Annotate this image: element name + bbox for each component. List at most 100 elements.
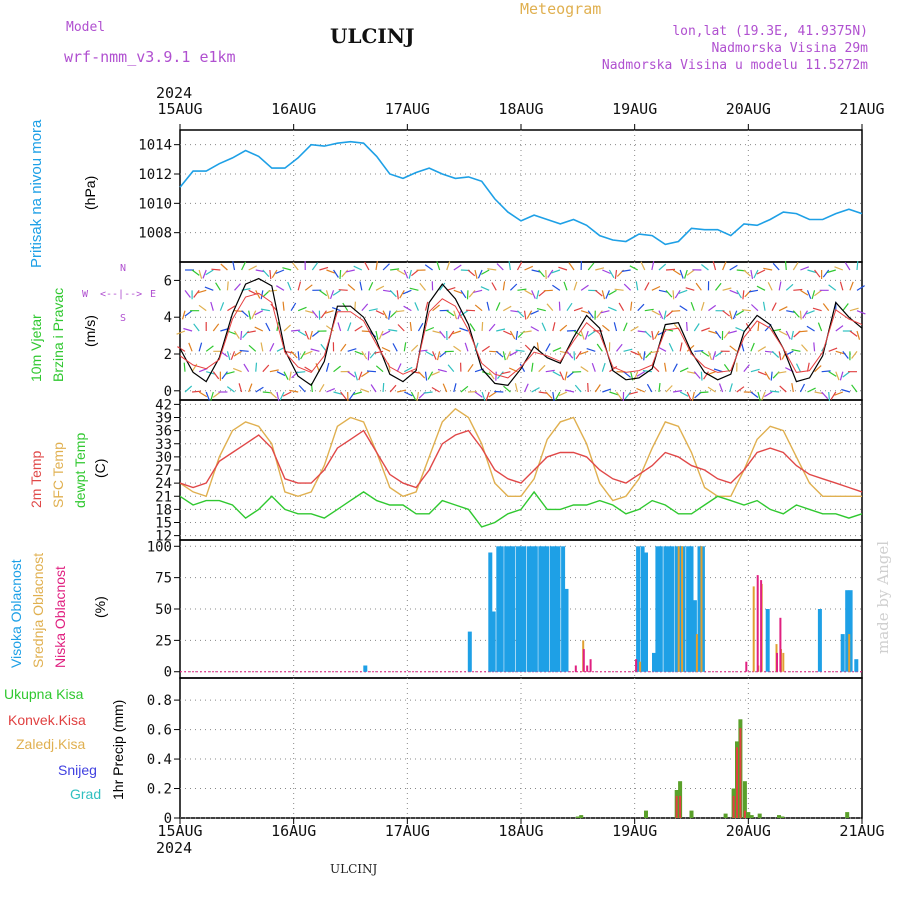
wind-arrow xyxy=(495,350,504,358)
wind-arrow xyxy=(276,391,280,401)
y-tick-label: 1010 xyxy=(138,196,172,212)
wind-arrow xyxy=(814,391,824,395)
wind-arrow xyxy=(651,285,661,291)
wind-arrow xyxy=(703,371,709,380)
wind-arrow xyxy=(541,322,547,332)
wind-arrow xyxy=(410,344,419,352)
wind-arrow xyxy=(509,283,518,291)
wind-arrow xyxy=(651,261,655,271)
wind-arrow xyxy=(644,282,650,291)
wind-arrow xyxy=(563,281,568,291)
wind-arrow xyxy=(494,390,504,393)
wind-arrow xyxy=(712,351,717,361)
wind-arrow xyxy=(193,289,200,298)
wind-arrow xyxy=(800,266,810,271)
cloud-high-bar xyxy=(496,546,501,672)
wind-arrow xyxy=(501,371,511,375)
wind-arrow xyxy=(536,290,540,300)
wind-arrow xyxy=(417,322,424,332)
wind-arrow xyxy=(375,261,378,271)
wind-arrow xyxy=(416,391,420,401)
date-label-top: 18AUG xyxy=(498,100,543,118)
wind-arrow xyxy=(358,371,363,381)
wind-arrow xyxy=(254,326,264,332)
wind-arrow xyxy=(488,323,496,332)
wind-arrow xyxy=(403,366,413,373)
wind-arrow xyxy=(691,391,695,401)
wind-arrow xyxy=(269,369,279,373)
wind-arrow xyxy=(232,367,242,373)
wind-arrow xyxy=(524,265,534,271)
wind-arrow xyxy=(531,387,540,393)
compass-arrows-icon: <--|--> xyxy=(100,289,143,300)
wind-arrow xyxy=(515,349,525,352)
wind-arrow xyxy=(289,389,299,393)
wind-arrow xyxy=(283,324,292,332)
date-label-bottom: 20AUG xyxy=(726,822,771,840)
wind-arrow xyxy=(319,289,328,297)
wind-arrow xyxy=(361,371,370,378)
wind-arrow xyxy=(736,386,745,393)
wind-arrow xyxy=(233,350,242,357)
wind-arrow xyxy=(375,285,385,291)
wind-arrow xyxy=(723,330,731,339)
wind-arrow xyxy=(432,304,440,312)
cloud-high-bar xyxy=(697,546,702,672)
cloud-high-bar xyxy=(511,546,515,672)
wind-arrow xyxy=(488,371,495,380)
wind-arrow xyxy=(304,284,313,291)
wind-arrow xyxy=(368,308,378,312)
wind-arrow xyxy=(481,345,490,352)
precip-conv-bar xyxy=(679,795,682,818)
wind-arrow xyxy=(607,306,617,312)
wind-arrow xyxy=(839,371,844,381)
wind-arrow xyxy=(828,347,838,352)
compass-north: N xyxy=(120,263,127,274)
wind-arrow xyxy=(699,391,709,394)
wind-arrow xyxy=(205,391,210,401)
wind-arrow xyxy=(651,310,661,316)
wind-arrow xyxy=(713,368,723,373)
wind-arrow xyxy=(616,391,623,400)
wind-arrow xyxy=(708,330,718,335)
wind-arrow xyxy=(260,308,270,312)
wind-arrow xyxy=(679,367,689,373)
wind-arrow xyxy=(574,384,582,393)
wind-arrow xyxy=(248,289,258,295)
wind-arrow xyxy=(211,268,221,271)
wind-arrow xyxy=(496,263,504,271)
wind-arrow xyxy=(587,262,595,271)
cloud-low-bar xyxy=(760,580,763,672)
cloud-high-bar xyxy=(655,546,660,672)
wind-arrow xyxy=(241,261,247,271)
wind-arrow xyxy=(658,310,664,320)
wind-arrow xyxy=(651,330,654,340)
wind-arrow xyxy=(672,269,681,276)
wind-arrow xyxy=(354,371,358,381)
compass-east: E xyxy=(150,289,157,300)
wind-arrow xyxy=(375,365,384,373)
wind-arrow xyxy=(565,389,575,393)
wind-arrow xyxy=(367,351,370,361)
wind-arrow xyxy=(361,303,369,312)
wind-arrow xyxy=(844,262,851,271)
wind-arrow xyxy=(805,310,815,315)
wind-arrow xyxy=(802,310,808,319)
wind-arrow xyxy=(353,391,363,396)
wind-arrow xyxy=(262,269,270,278)
wind-arrow xyxy=(623,283,632,291)
wind-arrow xyxy=(382,263,390,271)
wind-arrow xyxy=(349,391,356,400)
wind-arrow xyxy=(474,391,483,398)
cloud-high-bar xyxy=(644,552,648,672)
wind-arrow xyxy=(333,269,339,278)
wind-arrow xyxy=(822,303,830,312)
wind-arrow xyxy=(743,269,751,277)
precip-total-bar xyxy=(579,815,584,818)
wind-arrow xyxy=(718,383,724,393)
wind-arrow xyxy=(568,262,575,271)
wind-arrow xyxy=(304,366,313,373)
wind-arrow xyxy=(437,368,447,373)
wind-arrow xyxy=(694,350,704,352)
